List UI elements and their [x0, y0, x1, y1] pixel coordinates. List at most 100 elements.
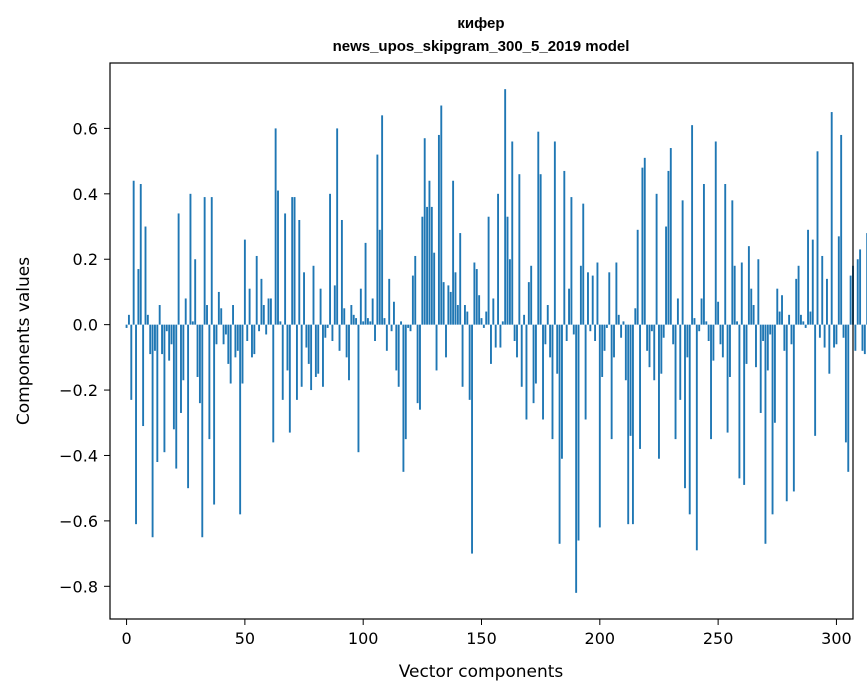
bar-14 [158, 305, 161, 325]
bar-132 [437, 134, 440, 325]
x-axis-label: Vector components [399, 662, 564, 682]
bar-302 [840, 134, 843, 325]
bar-36 [210, 197, 213, 325]
bar-293 [818, 324, 821, 338]
bar-33 [203, 197, 206, 325]
bars-group [125, 89, 867, 593]
bar-192 [579, 265, 582, 325]
bar-240 [693, 318, 696, 325]
x-tick-label: 100 [348, 629, 379, 648]
bar-162 [508, 259, 511, 325]
bar-94 [348, 324, 350, 381]
bar-56 [258, 324, 261, 332]
bar-172 [532, 324, 535, 404]
bar-124 [419, 324, 421, 410]
bar-18 [168, 324, 171, 361]
bar-53 [251, 324, 253, 358]
bar-121 [411, 275, 414, 325]
bar-5 [137, 269, 140, 325]
bar-160 [504, 89, 507, 325]
bar-221 [648, 324, 651, 368]
bar-311 [861, 324, 864, 351]
bar-163 [511, 141, 514, 325]
bar-87 [331, 324, 334, 341]
bar-283 [795, 278, 798, 325]
bar-42 [225, 324, 227, 335]
bar-3 [132, 180, 135, 325]
bar-40 [220, 308, 223, 325]
bar-174 [537, 131, 540, 325]
bar-253 [724, 184, 727, 325]
bar-45 [232, 305, 234, 325]
bar-201 [601, 324, 604, 377]
bar-114 [395, 324, 398, 371]
bar-224 [655, 193, 658, 325]
bar-74 [300, 324, 303, 387]
bar-176 [542, 324, 544, 420]
bar-175 [539, 174, 542, 325]
bar-241 [695, 324, 698, 551]
bar-308 [854, 324, 857, 351]
bar-34 [206, 305, 208, 325]
bar-28 [191, 321, 194, 325]
bar-273 [771, 324, 774, 515]
y-tick-label: 0.0 [73, 316, 98, 335]
bar-276 [778, 311, 781, 325]
bar-41 [222, 324, 225, 345]
bar-157 [497, 193, 500, 325]
bar-214 [631, 324, 634, 525]
bar-92 [343, 308, 346, 325]
bar-71 [293, 197, 296, 325]
bar-102 [366, 318, 369, 325]
bar-70 [291, 197, 294, 325]
bar-139 [454, 272, 457, 325]
bar-129 [430, 206, 433, 325]
x-tick-label: 0 [121, 629, 131, 648]
bar-49 [241, 324, 244, 384]
bar-30 [196, 324, 199, 377]
bar-247 [710, 324, 712, 440]
bar-10 [149, 324, 152, 355]
bar-267 [757, 259, 760, 325]
bar-260 [740, 262, 743, 325]
x-tick-label: 300 [821, 629, 852, 648]
bar-202 [603, 324, 606, 351]
bar-206 [613, 324, 615, 358]
bar-137 [449, 291, 452, 325]
bar-149 [478, 295, 481, 325]
bar-310 [859, 249, 862, 325]
bar-227 [662, 324, 665, 338]
bar-39 [217, 291, 220, 325]
bar-272 [769, 324, 772, 335]
bar-239 [691, 125, 694, 325]
bar-21 [175, 324, 178, 469]
bar-187 [568, 288, 570, 325]
bar-268 [759, 324, 762, 413]
bar-46 [234, 324, 237, 358]
bar-265 [752, 305, 755, 325]
bar-215 [634, 308, 637, 325]
bar-182 [556, 324, 559, 374]
bar-62 [272, 324, 275, 443]
bar-37 [213, 324, 216, 505]
bar-294 [821, 255, 824, 325]
bar-143 [463, 305, 466, 325]
chart-title-line1: кифер [457, 15, 504, 32]
bar-188 [570, 197, 573, 325]
bar-13 [156, 324, 159, 463]
bar-198 [594, 324, 597, 341]
bar-204 [608, 272, 611, 325]
bar-286 [802, 321, 805, 325]
bar-44 [229, 324, 232, 384]
bar-2 [130, 324, 133, 400]
bar-218 [641, 167, 644, 325]
bar-269 [762, 324, 765, 341]
bar-289 [809, 311, 812, 325]
bar-285 [800, 314, 802, 325]
bar-54 [253, 324, 256, 355]
bar-167 [520, 324, 523, 387]
bar-197 [591, 275, 594, 325]
bar-123 [416, 324, 419, 404]
bar-181 [553, 141, 556, 325]
